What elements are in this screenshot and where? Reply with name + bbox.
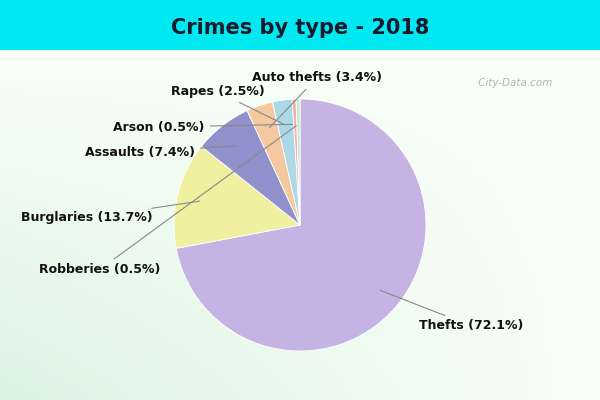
Text: Rapes (2.5%): Rapes (2.5%) xyxy=(171,86,283,124)
Wedge shape xyxy=(174,146,300,248)
Text: Thefts (72.1%): Thefts (72.1%) xyxy=(380,290,523,332)
Wedge shape xyxy=(296,99,300,225)
Text: Burglaries (13.7%): Burglaries (13.7%) xyxy=(22,201,199,224)
Text: Arson (0.5%): Arson (0.5%) xyxy=(113,120,292,134)
Wedge shape xyxy=(176,99,426,351)
Text: Robberies (0.5%): Robberies (0.5%) xyxy=(38,126,296,276)
Text: Crimes by type - 2018: Crimes by type - 2018 xyxy=(171,18,429,38)
Wedge shape xyxy=(202,111,300,225)
Wedge shape xyxy=(292,99,300,225)
Text: Assaults (7.4%): Assaults (7.4%) xyxy=(85,146,235,159)
Wedge shape xyxy=(272,99,300,225)
Text: City-Data.com: City-Data.com xyxy=(475,78,552,88)
Text: Auto thefts (3.4%): Auto thefts (3.4%) xyxy=(252,72,382,128)
Wedge shape xyxy=(247,102,300,225)
